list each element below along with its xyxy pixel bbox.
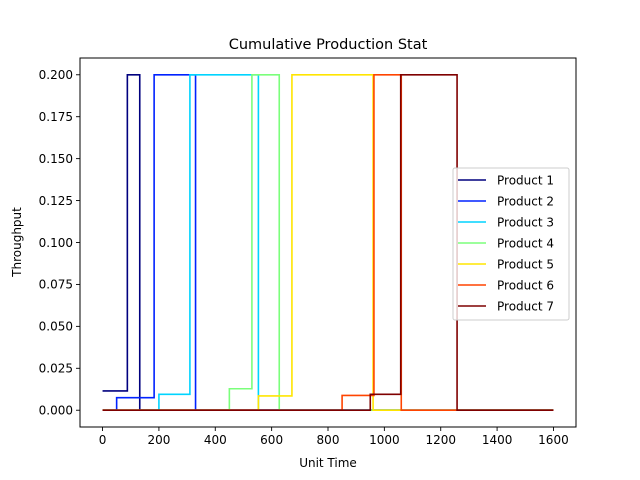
x-tick-label-1: 0 — [99, 433, 107, 447]
y-tick-label-9: 0.200 — [39, 68, 73, 82]
y-axis-ticks: 0.000 0.025 0.050 0.075 0.100 0.125 0.150 0.175… — [39, 68, 80, 418]
legend-label-1: Product 1 — [497, 173, 554, 187]
legend-box — [452, 167, 570, 321]
x-tick-label-8: 1400 — [482, 433, 513, 447]
legend: Product 1 Product 2 Product 3 Product 4 Prod… — [452, 167, 570, 321]
y-tick-label-7: 0.150 — [39, 152, 73, 166]
legend-label-4: Product 4 — [497, 236, 554, 250]
legend-label-7: Product 7 — [497, 299, 554, 313]
y-tick-label-2: 0.025 — [39, 362, 73, 376]
legend-label-6: Product 6 — [497, 278, 554, 292]
chart-title: Cumulative Production Stat — [229, 37, 428, 53]
x-tick-label-9: 1600 — [538, 433, 569, 447]
y-tick-label-8: 0.175 — [39, 110, 73, 124]
series-line-4 — [102, 73, 554, 412]
legend-label-2: Product 2 — [497, 194, 554, 208]
x-tick-label-6: 1000 — [369, 433, 400, 447]
x-tick-label-7: 1200 — [425, 433, 456, 447]
y-tick-label-3: 0.050 — [39, 320, 73, 334]
series-line-3 — [102, 73, 554, 412]
x-tick-label-5: 800 — [317, 433, 340, 447]
series-line-7 — [102, 73, 554, 412]
x-tick-label-2: 200 — [147, 433, 170, 447]
x-tick-label-4: 600 — [260, 433, 283, 447]
y-axis-label: Throughput — [10, 207, 24, 278]
y-tick-label-6: 0.125 — [39, 194, 73, 208]
legend-label-3: Product 3 — [497, 215, 554, 229]
y-tick-label-4: 0.075 — [39, 278, 73, 292]
y-tick-label-1: 0.000 — [39, 404, 73, 418]
series-group — [102, 73, 554, 412]
series-line-2 — [102, 73, 554, 412]
y-tick-label-5: 0.100 — [39, 236, 73, 250]
x-axis-label: Unit Time — [299, 456, 357, 470]
x-tick-label-3: 400 — [204, 433, 227, 447]
legend-label-5: Product 5 — [497, 257, 554, 271]
series-line-5 — [102, 73, 554, 412]
x-axis-ticks: 0 200 400 600 800 1000 1200 1400 1600 — [99, 427, 569, 447]
